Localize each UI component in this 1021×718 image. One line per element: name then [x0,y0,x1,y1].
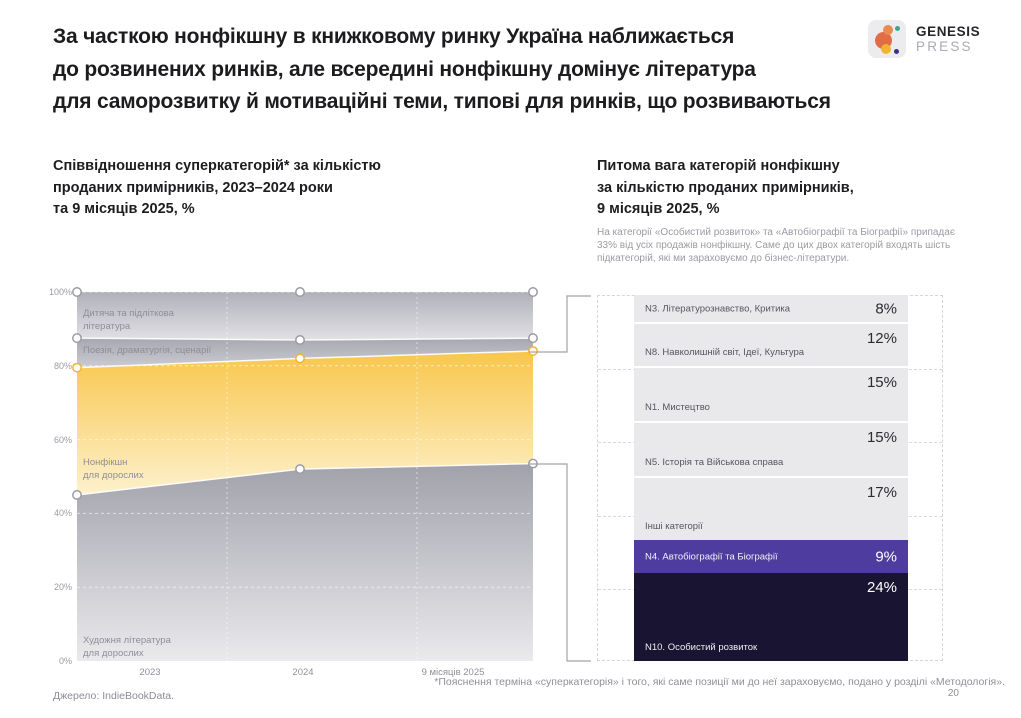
connector-bracket [529,295,591,662]
category-bar-row: 24% N10. Особистий розвиток [634,573,908,661]
logo-name: GENESIS [916,24,981,39]
data-point-marker [528,287,538,297]
category-bar-value: 8% [875,300,897,318]
area-band [77,463,533,661]
slide-title: За часткою нонфікшну в книжковому ринку … [53,21,853,119]
category-bar-label: N10. Особистий розвиток [645,641,758,653]
right-chart-note: На категорії «Особистий розвиток» та «Ав… [597,227,955,264]
category-bar-row: 17% Інші категорії [634,477,908,541]
left-chart-title-line: проданих примірників, 2023–2024 роки [53,179,333,196]
left-chart-title-line: та 9 місяців 2025, % [53,201,195,217]
category-bar-row: 15% N1. Мистецтво [634,368,908,424]
category-bars: 8% N3. Літературознавство, Критика 12% N8. … [634,295,908,661]
category-bar-value: 15% [866,374,897,392]
data-point-marker [295,353,305,364]
area-band-label: Поезія, драматургія, сценарії [83,345,212,356]
source-note: Джерело: IndieBookData. [53,690,175,702]
stacked-area-chart [72,287,538,661]
area-band-label: Дитяча та підліткова література [83,308,174,332]
data-point-marker [528,333,538,344]
y-axis-tick: 100% [48,287,72,297]
category-bar-label: N1. Мистецтво [645,402,710,414]
right-chart-title: Питома вага категорій нонфікшну за кільк… [597,156,977,221]
logo-sub: PRESS [916,39,973,54]
y-axis-tick: 20% [53,582,72,593]
category-bar-value: 15% [866,429,897,447]
genesis-logo-icon [868,20,906,58]
area-band [77,351,533,495]
category-bar-value: 9% [875,548,897,566]
data-point-marker [528,346,538,356]
data-point-marker [72,490,82,500]
data-point-marker [295,287,305,297]
category-bar-row: 15% N5. Історія та Військова справа [634,423,908,478]
category-bar-value: 24% [866,579,897,597]
data-point-marker [295,464,305,475]
area-band-label: Художня література для дорослих [83,635,171,659]
page-number: 20 [947,688,959,699]
logo-text: GENESIS PRESS [916,24,980,54]
x-axis-tick: 2024 [292,667,314,678]
footnote: *Пояснення терміна «суперкатегорія» і то… [434,676,1005,688]
category-bar-row: 8% N3. Літературознавство, Критика [634,295,908,325]
left-chart-title-line: Співвідношення суперкатегорій* за кількі… [53,158,381,174]
category-bar-value: 17% [866,483,897,501]
data-point-marker [72,287,82,297]
y-axis-tick: 60% [53,434,72,445]
category-bar-label: N8. Навколишній світ, Ідеї, Культура [645,347,805,359]
area-chart-canvas [72,287,538,661]
data-point-marker [295,335,305,345]
right-chart-title-line: Питома вага категорій нонфікшну [597,158,840,174]
x-axis-tick: 2023 [139,667,161,678]
area-band-label: Нонфікшн для дорослих [83,457,144,481]
right-chart-title-line: 9 місяців 2025, % [597,201,720,217]
x-axis-tick: 9 місяців 2025 [421,667,485,678]
y-axis-tick: 0% [58,656,72,666]
slide-title-line: За часткою нонфікшну в книжковому ринку … [53,25,735,48]
slide-title-line: до розвинених ринків, але всередині нонф… [53,57,756,81]
category-bar-label: N4. Автобіографії та Біографії [645,551,778,563]
y-axis-tick: 80% [53,360,72,371]
category-bar-label: N5. Історія та Військова справа [645,456,784,468]
left-chart-title: Співвідношення суперкатегорій* за кількі… [53,156,483,221]
area-band [77,338,533,368]
y-axis-tick: 40% [53,508,72,519]
category-bar-label: N3. Літературознавство, Критика [645,303,791,315]
genesis-press-logo: GENESIS PRESS [868,20,980,58]
category-bar-row: 9% N4. Автобіографії та Біографії [634,540,908,574]
category-bar-value: 12% [866,330,897,348]
slide-title-line: для саморозвитку й мотиваційні теми, тип… [53,90,831,113]
category-bar-row: 12% N8. Навколишній світ, Ідеї, Культура [634,324,908,369]
category-bar-label: Інші категорії [645,521,703,533]
data-point-marker [72,362,82,373]
data-point-marker [72,333,82,344]
area-band [77,292,533,340]
right-chart-title-line: за кількістю проданих примірників, [597,179,854,196]
